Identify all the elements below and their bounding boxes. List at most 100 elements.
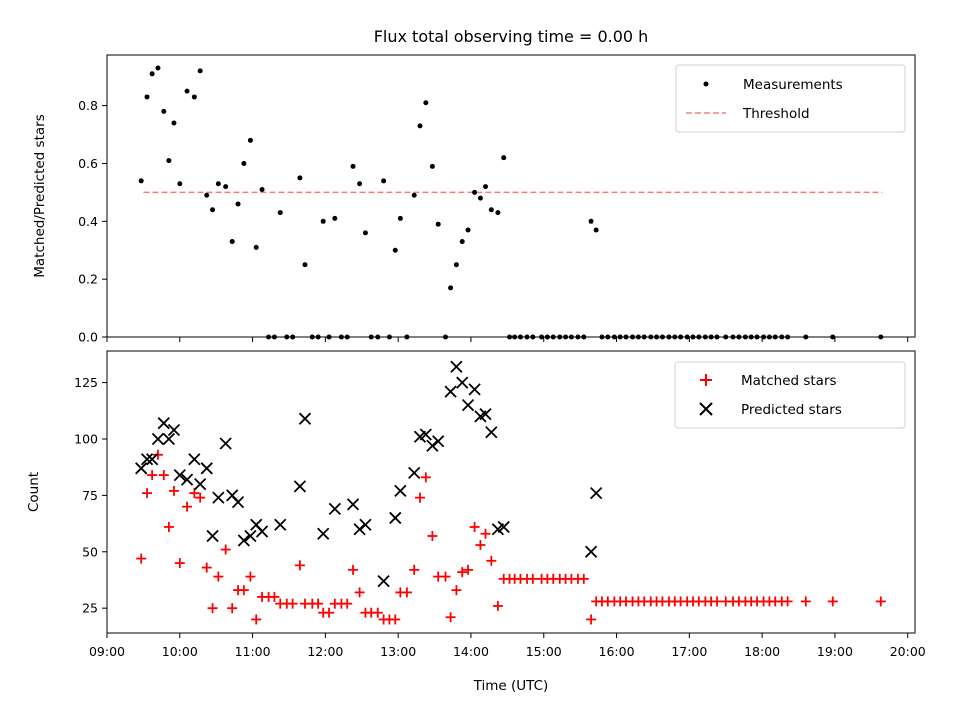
x-tick-label: 11:00 xyxy=(235,644,271,659)
y-tick-label: 25 xyxy=(82,601,98,616)
matched-star-point xyxy=(342,598,353,609)
matched-star-point xyxy=(201,562,212,573)
matched-star-point xyxy=(427,530,438,541)
matched-star-point xyxy=(492,600,503,611)
measurement-point xyxy=(593,227,599,233)
matched-star-point xyxy=(207,603,218,614)
predicted-star-point xyxy=(255,525,269,538)
predicted-star-point xyxy=(145,453,159,466)
measurement-point xyxy=(435,221,441,227)
measurement-point xyxy=(459,239,465,245)
matched-star-point xyxy=(401,587,412,598)
predicted-star-point xyxy=(444,385,457,398)
y-tick-label: 100 xyxy=(74,431,98,446)
predicted-star-point xyxy=(377,574,390,588)
measurement-point xyxy=(453,262,459,268)
matched-star-point xyxy=(586,614,597,625)
y-tick-label: 75 xyxy=(82,488,98,503)
ratio-y-axis-label: Matched/Predicted stars xyxy=(32,114,48,277)
measurement-point xyxy=(223,184,229,190)
predicted-star-point xyxy=(353,523,366,536)
measurement-point xyxy=(423,100,429,106)
legend-threshold-label: Threshold xyxy=(742,106,810,122)
matched-star-point xyxy=(313,598,324,609)
legend-matched-marker xyxy=(700,374,712,386)
matched-star-point xyxy=(220,544,231,555)
predicted-star-point xyxy=(167,423,181,437)
predicted-star-point xyxy=(317,527,330,540)
predicted-star-point xyxy=(590,486,603,500)
measurement-point xyxy=(149,71,155,77)
matched-star-point xyxy=(158,470,169,481)
predicted-star-point xyxy=(293,480,307,493)
matched-star-point xyxy=(486,555,497,566)
measurement-point xyxy=(277,210,283,216)
measurement-point xyxy=(210,207,216,213)
matched-star-point xyxy=(168,485,179,496)
measurement-point xyxy=(191,94,197,100)
count-plot-frame xyxy=(106,350,916,634)
predicted-star-point xyxy=(157,417,170,430)
predicted-star-point xyxy=(346,498,360,511)
matched-star-point xyxy=(348,564,359,575)
predicted-star-point xyxy=(135,462,148,475)
matched-star-point xyxy=(269,591,280,602)
x-tick-label: 14:00 xyxy=(453,644,489,659)
ratio-y-ticks: 0.0 0.2 0.4 0.6 0.8 xyxy=(78,98,107,345)
x-tick-label: 12:00 xyxy=(307,644,343,659)
matched-star-point xyxy=(189,488,200,499)
ratio-legend: Measurements Threshold xyxy=(675,64,906,133)
measurement-point xyxy=(215,181,221,187)
predicted-star-point xyxy=(426,439,439,452)
matched-star-point xyxy=(245,571,256,582)
predicted-star-point xyxy=(206,529,219,543)
predicted-star-point xyxy=(584,545,598,558)
x-tick-label: 20:00 xyxy=(890,644,926,659)
predicted-star-point xyxy=(140,453,154,466)
measurement-point xyxy=(144,94,150,100)
measurement-point xyxy=(155,65,161,71)
predicted-star-point xyxy=(151,432,165,446)
matched-star-point xyxy=(251,614,262,625)
x-tick-label: 09:00 xyxy=(89,644,125,659)
predicted-star-point xyxy=(497,520,510,534)
x-tick-label: 13:00 xyxy=(380,644,416,659)
matched-star-point xyxy=(182,501,193,512)
measurement-point xyxy=(362,230,368,236)
measurement-point xyxy=(171,120,177,126)
x-tick-label: 10:00 xyxy=(162,644,198,659)
measurement-point xyxy=(241,160,247,166)
count-panel: 09:00 10:00 11:00 12:00 13:00 14:00 15:00 16:00… xyxy=(26,350,926,694)
x-tick-label: 15:00 xyxy=(526,644,562,659)
measurement-point xyxy=(247,137,253,143)
measurement-point xyxy=(465,227,471,233)
matched-star-point xyxy=(136,553,147,564)
measurement-point xyxy=(411,192,417,198)
measurement-point xyxy=(235,201,241,207)
matched-stars-series xyxy=(136,449,886,625)
measurement-point xyxy=(483,184,489,190)
predicted-star-point xyxy=(188,453,201,466)
matched-star-point xyxy=(390,614,401,625)
matched-star-point xyxy=(475,540,486,551)
matched-star-point xyxy=(213,571,224,582)
matched-star-point xyxy=(827,596,838,607)
measurement-point xyxy=(477,195,483,201)
matched-star-point xyxy=(372,607,383,618)
measurement-point xyxy=(488,207,494,213)
matched-star-point xyxy=(152,449,163,460)
x-tick-label: 16:00 xyxy=(599,644,635,659)
measurement-point xyxy=(495,210,501,216)
y-tick-label: 0.2 xyxy=(78,272,98,287)
measurement-point xyxy=(357,181,363,187)
y-tick-label: 0.6 xyxy=(78,156,98,171)
y-tick-label: 125 xyxy=(74,375,98,390)
predicted-star-point xyxy=(485,426,498,439)
predicted-star-point xyxy=(450,360,463,373)
measurement-point xyxy=(397,215,403,221)
measurement-point xyxy=(197,68,203,74)
measurement-point xyxy=(161,108,167,114)
matched-star-point xyxy=(463,564,474,575)
matched-star-point xyxy=(354,587,365,598)
